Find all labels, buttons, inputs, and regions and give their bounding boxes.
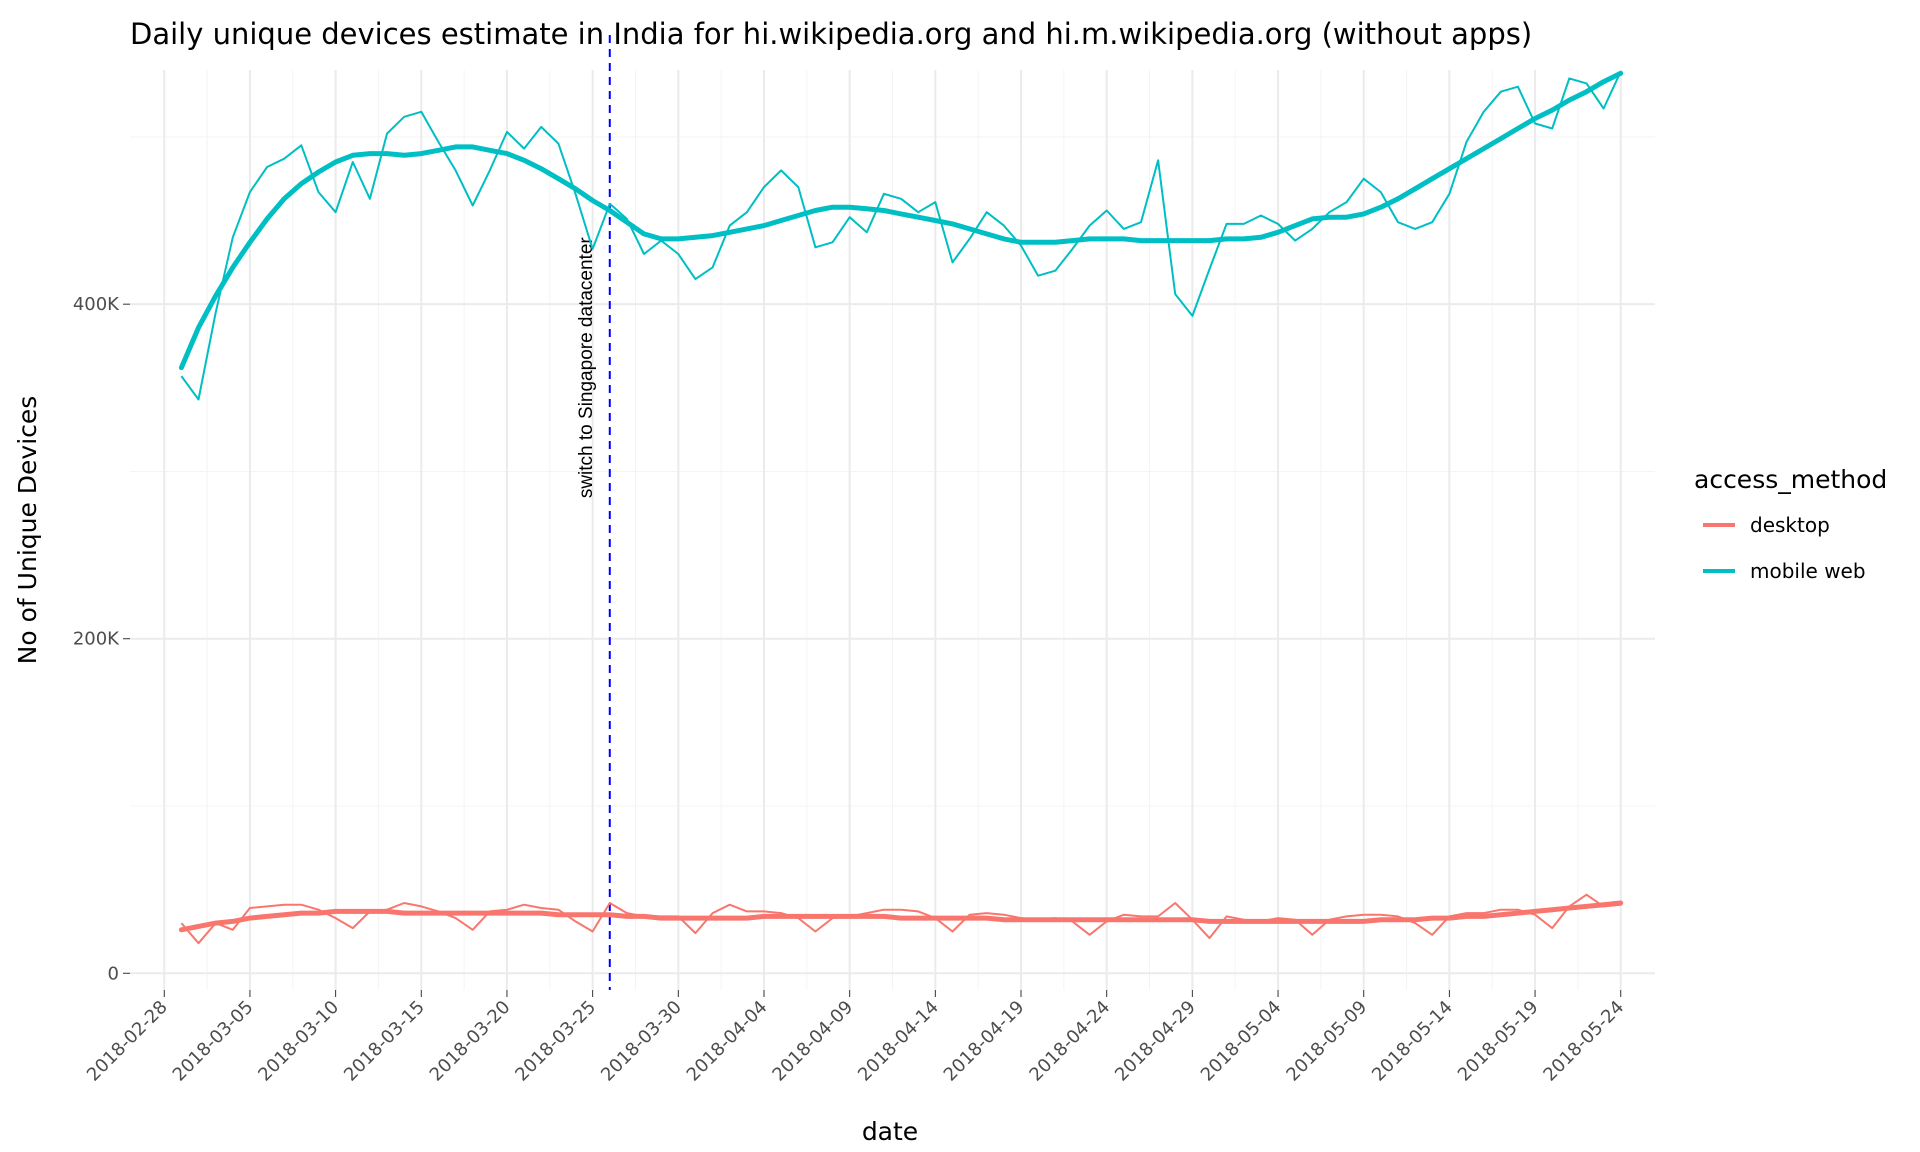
series-line-mobile-web bbox=[180, 71, 1622, 401]
x-axis-title: date bbox=[862, 1117, 918, 1146]
x-tick-label: 2018-04-04 bbox=[683, 997, 772, 1086]
x-tick-label: 2018-04-24 bbox=[1025, 997, 1114, 1086]
x-tick-label: 2018-03-10 bbox=[254, 997, 343, 1086]
legend-label-mobile-web: mobile web bbox=[1750, 559, 1866, 583]
x-tick-label: 2018-03-15 bbox=[340, 997, 429, 1086]
grid-major bbox=[130, 70, 1655, 990]
y-tick-label: 0 bbox=[108, 963, 119, 984]
x-tick-label: 2018-03-20 bbox=[426, 997, 515, 1086]
x-tick-label: 2018-03-05 bbox=[169, 997, 258, 1086]
y-axis-ticks: 0 200K 400K bbox=[73, 294, 130, 984]
chart-title: Daily unique devices estimate in India f… bbox=[130, 17, 1532, 51]
legend-title: access_method bbox=[1694, 465, 1887, 494]
series-line-desktop bbox=[180, 893, 1621, 945]
grid-minor bbox=[130, 70, 1655, 990]
legend-label-desktop: desktop bbox=[1750, 513, 1830, 537]
annotation-label: switch to Singapore datacenter bbox=[576, 237, 597, 499]
x-tick-label: 2018-04-19 bbox=[940, 997, 1029, 1086]
x-tick-label: 2018-05-09 bbox=[1282, 997, 1371, 1086]
x-axis-ticks: 2018-02-282018-03-052018-03-102018-03-15… bbox=[83, 990, 1628, 1086]
x-tick-label: 2018-05-04 bbox=[1197, 997, 1286, 1086]
y-tick-label: 200K bbox=[73, 629, 120, 650]
y-axis-title: No of Unique Devices bbox=[13, 396, 42, 665]
series-layer bbox=[178, 70, 1624, 945]
x-tick-label: 2018-04-14 bbox=[854, 997, 943, 1086]
y-tick-label: 400K bbox=[73, 294, 120, 315]
trend-line-desktop bbox=[178, 900, 1624, 933]
x-tick-label: 2018-05-14 bbox=[1368, 997, 1457, 1086]
x-tick-label: 2018-05-19 bbox=[1454, 997, 1543, 1086]
legend: access_method desktop mobile web bbox=[1694, 465, 1887, 583]
x-tick-label: 2018-05-24 bbox=[1539, 997, 1628, 1086]
annotation: switch to Singapore datacenter bbox=[576, 35, 611, 990]
trend-line-mobile-web bbox=[178, 70, 1624, 371]
x-tick-label: 2018-03-25 bbox=[511, 997, 600, 1086]
x-tick-label: 2018-03-30 bbox=[597, 997, 686, 1086]
x-tick-label: 2018-02-28 bbox=[83, 997, 172, 1086]
x-tick-label: 2018-04-29 bbox=[1111, 997, 1200, 1086]
x-tick-label: 2018-04-09 bbox=[768, 997, 857, 1086]
